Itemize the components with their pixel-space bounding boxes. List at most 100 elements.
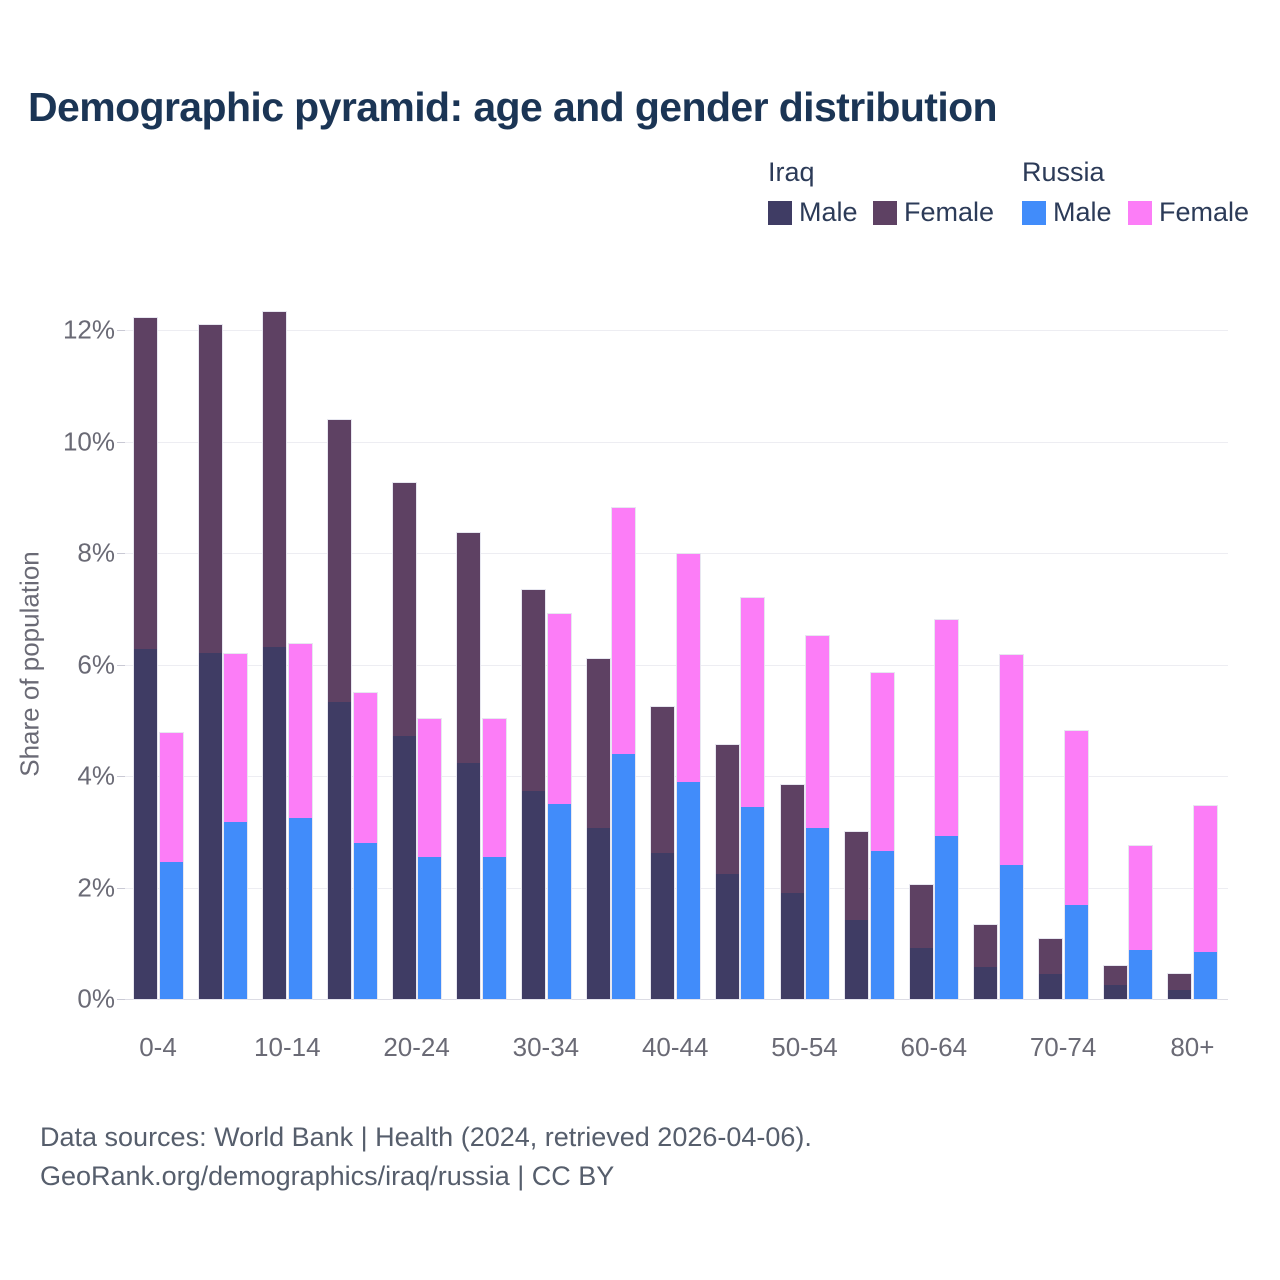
- iraq-female-segment[interactable]: [715, 745, 739, 874]
- russia-female-segment[interactable]: [1194, 805, 1217, 953]
- russia-female-segment[interactable]: [676, 554, 700, 782]
- russia-male-segment[interactable]: [1194, 952, 1217, 999]
- iraq-female-segment[interactable]: [457, 532, 481, 763]
- legend-item-iraq-female[interactable]: Female: [873, 197, 994, 227]
- russia-male-segment[interactable]: [159, 862, 183, 999]
- bar-iraq-15-19[interactable]: [326, 418, 352, 1000]
- bar-iraq-60-64[interactable]: [908, 884, 934, 1000]
- russia-male-segment[interactable]: [806, 827, 830, 999]
- iraq-male-segment[interactable]: [327, 702, 351, 999]
- russia-female-segment[interactable]: [482, 718, 506, 857]
- iraq-male-segment[interactable]: [651, 852, 675, 999]
- russia-male-segment[interactable]: [935, 836, 959, 999]
- russia-female-segment[interactable]: [935, 619, 959, 837]
- russia-female-segment[interactable]: [1129, 845, 1153, 950]
- iraq-male-segment[interactable]: [1039, 974, 1063, 999]
- bar-russia-55-59[interactable]: [869, 671, 895, 1000]
- russia-male-segment[interactable]: [482, 856, 506, 999]
- russia-female-segment[interactable]: [418, 719, 442, 857]
- iraq-female-segment[interactable]: [780, 784, 804, 894]
- bar-iraq-50-54[interactable]: [779, 783, 805, 1000]
- russia-female-segment[interactable]: [288, 644, 312, 818]
- bar-iraq-25-29[interactable]: [456, 531, 482, 1000]
- russia-male-segment[interactable]: [741, 807, 765, 999]
- iraq-male-segment[interactable]: [134, 648, 157, 999]
- bar-iraq-5-9[interactable]: [197, 323, 223, 1000]
- iraq-female-segment[interactable]: [198, 324, 222, 653]
- bar-russia-45-49[interactable]: [740, 596, 766, 1000]
- russia-female-segment[interactable]: [806, 636, 830, 828]
- bar-iraq-30-34[interactable]: [520, 588, 546, 1000]
- bar-russia-10-14[interactable]: [287, 643, 313, 1000]
- russia-female-segment[interactable]: [1064, 731, 1088, 905]
- russia-female-segment[interactable]: [159, 732, 183, 863]
- iraq-male-segment[interactable]: [198, 652, 222, 999]
- bar-iraq-40-44[interactable]: [650, 705, 676, 1000]
- iraq-male-segment[interactable]: [909, 947, 933, 999]
- russia-male-segment[interactable]: [676, 781, 700, 999]
- russia-male-segment[interactable]: [547, 804, 571, 999]
- iraq-male-segment[interactable]: [715, 873, 739, 999]
- russia-male-segment[interactable]: [418, 856, 442, 999]
- bar-russia-0-4[interactable]: [158, 731, 184, 1000]
- russia-male-segment[interactable]: [612, 753, 636, 999]
- iraq-male-segment[interactable]: [392, 735, 416, 999]
- iraq-male-segment[interactable]: [1103, 985, 1127, 999]
- iraq-male-segment[interactable]: [521, 791, 545, 999]
- bar-iraq-70-74[interactable]: [1038, 938, 1064, 1000]
- bar-russia-40-44[interactable]: [675, 553, 701, 1000]
- iraq-female-segment[interactable]: [845, 832, 869, 921]
- bar-iraq-0-4[interactable]: [133, 317, 158, 1000]
- iraq-female-segment[interactable]: [974, 925, 998, 968]
- iraq-male-segment[interactable]: [586, 827, 610, 999]
- bar-russia-20-24[interactable]: [417, 718, 443, 1000]
- bar-iraq-45-49[interactable]: [714, 744, 740, 1000]
- iraq-female-segment[interactable]: [909, 885, 933, 948]
- russia-male-segment[interactable]: [1129, 949, 1153, 999]
- bar-russia-65-69[interactable]: [999, 654, 1025, 1000]
- bar-russia-70-74[interactable]: [1063, 730, 1089, 1000]
- russia-female-segment[interactable]: [741, 597, 765, 808]
- bar-russia-50-54[interactable]: [805, 635, 831, 1000]
- bar-iraq-55-59[interactable]: [844, 831, 870, 1000]
- legend-item-russia-female[interactable]: Female: [1128, 197, 1249, 227]
- iraq-female-segment[interactable]: [521, 589, 545, 792]
- bar-iraq-65-69[interactable]: [973, 924, 999, 1000]
- bar-russia-60-64[interactable]: [934, 618, 960, 1000]
- iraq-female-segment[interactable]: [651, 706, 675, 853]
- iraq-female-segment[interactable]: [134, 318, 157, 649]
- bar-iraq-35-39[interactable]: [585, 657, 611, 1000]
- iraq-female-segment[interactable]: [1039, 939, 1063, 975]
- russia-male-segment[interactable]: [1064, 904, 1088, 999]
- russia-female-segment[interactable]: [224, 654, 248, 823]
- russia-male-segment[interactable]: [288, 817, 312, 999]
- russia-male-segment[interactable]: [224, 822, 248, 999]
- russia-female-segment[interactable]: [1000, 655, 1024, 865]
- iraq-male-segment[interactable]: [263, 646, 287, 999]
- iraq-male-segment[interactable]: [974, 967, 998, 999]
- russia-female-segment[interactable]: [870, 672, 894, 852]
- iraq-male-segment[interactable]: [845, 920, 869, 999]
- iraq-female-segment[interactable]: [263, 311, 287, 647]
- bar-iraq-75-79[interactable]: [1102, 964, 1128, 1000]
- russia-female-segment[interactable]: [612, 508, 636, 754]
- russia-male-segment[interactable]: [1000, 864, 1024, 999]
- iraq-female-segment[interactable]: [1168, 973, 1192, 990]
- iraq-female-segment[interactable]: [327, 419, 351, 703]
- bar-russia-30-34[interactable]: [546, 612, 572, 1000]
- russia-female-segment[interactable]: [547, 613, 571, 805]
- russia-male-segment[interactable]: [870, 851, 894, 999]
- iraq-female-segment[interactable]: [1103, 965, 1127, 986]
- bar-iraq-20-24[interactable]: [391, 482, 417, 1000]
- iraq-male-segment[interactable]: [780, 893, 804, 999]
- iraq-female-segment[interactable]: [392, 483, 416, 736]
- bar-russia-15-19[interactable]: [352, 692, 378, 1000]
- bar-russia-5-9[interactable]: [223, 653, 249, 1000]
- bar-iraq-80+[interactable]: [1167, 972, 1193, 1000]
- legend-item-russia-male[interactable]: Male: [1022, 197, 1112, 227]
- footer-line-2[interactable]: GeoRank.org/demographics/iraq/russia | C…: [40, 1161, 615, 1191]
- legend-item-iraq-male[interactable]: Male: [768, 197, 858, 227]
- iraq-male-segment[interactable]: [457, 762, 481, 999]
- bar-russia-80+[interactable]: [1193, 804, 1218, 1000]
- iraq-female-segment[interactable]: [586, 658, 610, 828]
